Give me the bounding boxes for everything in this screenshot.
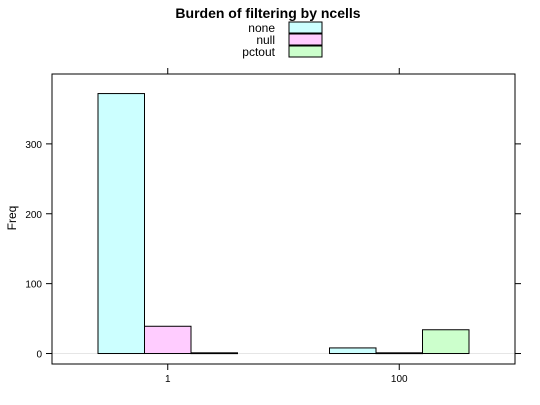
- y-tick-label: 300: [25, 140, 42, 151]
- x-tick-label: 1: [165, 374, 171, 385]
- x-axis: 1 100: [165, 68, 408, 385]
- legend-swatch-none: [288, 21, 323, 34]
- y-axis: 0 100 200 300: [25, 140, 521, 361]
- legend-label-none: none: [248, 21, 275, 35]
- y-tick-label: 200: [25, 210, 42, 221]
- chart-title: Burden of filtering by ncells: [175, 5, 360, 21]
- bar-null-1: [144, 325, 192, 355]
- legend-swatch-pctout: [288, 45, 323, 58]
- x-tick-label: 100: [391, 374, 408, 385]
- bar-null-100: [375, 352, 423, 355]
- y-tick-label: 0: [36, 350, 42, 361]
- y-axis-label: Freq: [5, 206, 19, 231]
- bar-pctout-100: [422, 329, 470, 355]
- bar-none-100: [329, 347, 377, 355]
- bars: [97, 93, 470, 355]
- y-tick-label: 100: [25, 280, 42, 291]
- bar-none-1: [97, 93, 145, 355]
- legend-label-null: null: [256, 33, 275, 47]
- plot-frame: [51, 73, 516, 365]
- legend-label-pctout: pctout: [242, 45, 275, 59]
- bar-pctout-1: [190, 352, 238, 355]
- legend-swatch-null: [288, 33, 323, 46]
